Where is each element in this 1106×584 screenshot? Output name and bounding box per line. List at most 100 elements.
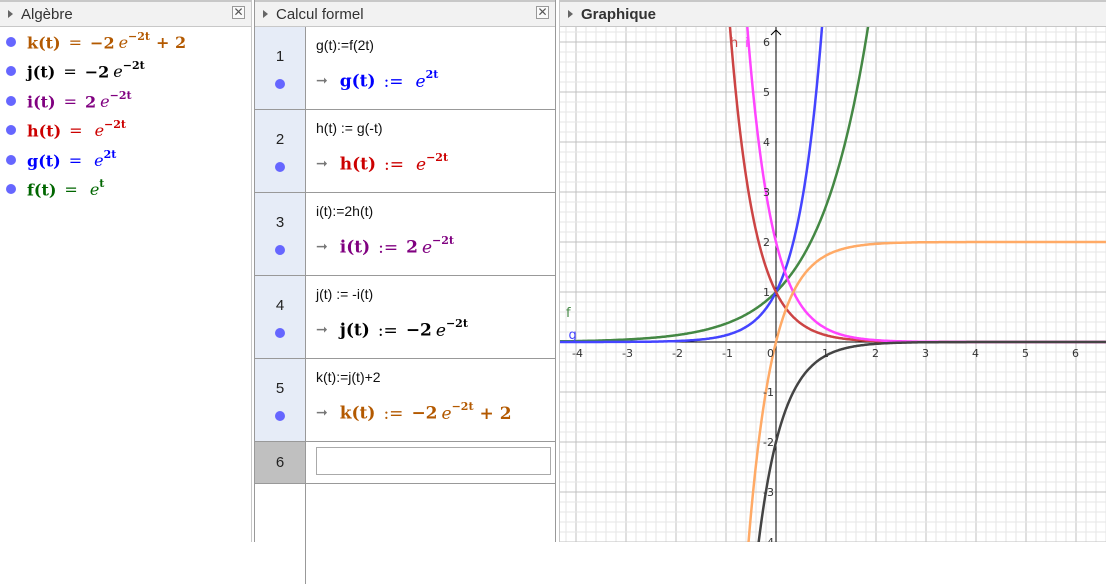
row-number-label: 5 xyxy=(275,379,285,397)
visibility-toggle-icon[interactable] xyxy=(275,244,285,255)
x-tick-label: 0 xyxy=(767,347,774,360)
operator: := xyxy=(384,154,405,175)
coefficient: 2 xyxy=(85,91,97,111)
row-number: 2 xyxy=(255,110,306,192)
arrow-icon: ➞ xyxy=(316,155,328,172)
exp-base: e xyxy=(441,403,452,424)
operator: := xyxy=(383,403,404,424)
row-number: 5 xyxy=(255,359,306,441)
arrow-icon: ➞ xyxy=(316,321,328,338)
operator: = xyxy=(63,91,78,111)
algebra-list: k(t) = −2 e−2t + 2 j(t) = −2 e−2t i(t) = 2 e−2t h(t) =… xyxy=(0,27,251,204)
collapse-triangle-icon[interactable] xyxy=(8,10,13,18)
curve-label-i: i xyxy=(745,36,749,51)
coefficient: −2 xyxy=(84,62,110,82)
cas-cell[interactable]: i(t):=2h(t) ➞ i(t):= 2 e−2t xyxy=(306,193,555,275)
algebra-panel: Algèbre ✕ k(t) = −2 e−2t + 2 j(t) = −2 e−2t i(t) =… xyxy=(0,0,252,542)
y-tick-label: -1 xyxy=(763,386,774,399)
cas-input[interactable]: h(t) := g(-t) xyxy=(316,120,383,136)
function-name: j(t) xyxy=(339,320,370,341)
visibility-toggle-icon[interactable] xyxy=(6,154,16,165)
cas-output: ➞ k(t):= −2 e−2t + 2 xyxy=(316,400,555,424)
y-tick-label: -4 xyxy=(763,536,774,542)
cas-panel: Calcul formel ✕ 1 g(t):=f(2t) ➞ g(t):= e2t 2… xyxy=(254,0,556,584)
coefficient: −2 xyxy=(405,320,432,341)
visibility-toggle-icon[interactable] xyxy=(275,78,285,89)
exponent: 2t xyxy=(425,68,439,81)
algebra-item[interactable]: k(t) = −2 e−2t + 2 xyxy=(0,27,251,57)
y-tick-label: 4 xyxy=(763,136,770,149)
exp-base: e xyxy=(118,32,129,52)
cas-cell[interactable]: h(t) := g(-t) ➞ h(t):= e−2t xyxy=(306,110,555,192)
exp-base: e xyxy=(435,320,446,341)
curve-f xyxy=(560,27,870,343)
cas-row[interactable]: 5 k(t):=j(t)+2 ➞ k(t):= −2 e−2t + 2 xyxy=(255,359,555,442)
y-tick-label: 3 xyxy=(763,186,770,199)
visibility-toggle-icon[interactable] xyxy=(6,36,16,47)
cas-row[interactable]: 2 h(t) := g(-t) ➞ h(t):= e−2t xyxy=(255,110,555,193)
exp-base: e xyxy=(100,91,110,111)
coefficient: 2 xyxy=(406,237,418,258)
x-tick-label: 6 xyxy=(1072,347,1079,360)
function-name: k(t) xyxy=(339,403,376,424)
cas-title: Calcul formel xyxy=(276,5,364,23)
collapse-triangle-icon[interactable] xyxy=(263,10,268,18)
exp-base: e xyxy=(415,71,426,92)
exponent: −2t xyxy=(432,234,454,247)
cas-input-field[interactable] xyxy=(316,447,551,475)
x-tick-label: 2 xyxy=(872,347,879,360)
algebra-item[interactable]: g(t) = e2t xyxy=(0,145,251,175)
graphics-header: Graphique xyxy=(560,0,1106,27)
cas-input[interactable]: i(t):=2h(t) xyxy=(316,203,374,219)
operator: = xyxy=(63,62,77,82)
visibility-toggle-icon[interactable] xyxy=(6,125,16,136)
algebra-header: Algèbre ✕ xyxy=(0,0,251,27)
cas-cell[interactable]: j(t) := -i(t) ➞ j(t):= −2 e−2t xyxy=(306,276,555,358)
graphics-title: Graphique xyxy=(581,5,657,23)
graph-svg[interactable]: -4 -3 -2 -1 0 1 2 3 4 5 6 -4 -3 -2 -1 1 2 3 4 5 6 fg hi xyxy=(560,27,1106,542)
cas-row[interactable]: 4 j(t) := -i(t) ➞ j(t):= −2 e−2t xyxy=(255,276,555,359)
algebra-item[interactable]: j(t) = −2 e−2t xyxy=(0,57,251,87)
visibility-toggle-icon[interactable] xyxy=(6,184,16,195)
visibility-toggle-icon[interactable] xyxy=(6,95,16,106)
exp-base: e xyxy=(421,237,433,258)
close-icon[interactable]: ✕ xyxy=(232,5,245,19)
arrow-icon: ➞ xyxy=(316,72,328,89)
y-tick-label: -2 xyxy=(763,436,774,449)
exponent: 2t xyxy=(103,147,117,161)
curve-label-g: g xyxy=(569,328,577,343)
cas-output: ➞ i(t):= 2 e−2t xyxy=(316,234,555,258)
algebra-item[interactable]: f(t) = et xyxy=(0,175,251,205)
formula: j(t) = −2 e−2t xyxy=(27,59,145,82)
exp-base: e xyxy=(416,154,427,175)
y-tick-label: 1 xyxy=(763,286,770,299)
cas-output: ➞ g(t):= e2t xyxy=(316,68,555,92)
visibility-toggle-icon[interactable] xyxy=(275,161,285,172)
visibility-toggle-icon[interactable] xyxy=(275,410,285,421)
algebra-item[interactable]: h(t) = e−2t xyxy=(0,116,251,146)
cas-cell[interactable]: g(t):=f(2t) ➞ g(t):= e2t xyxy=(306,27,555,109)
arrow-icon: ➞ xyxy=(316,404,328,421)
cas-cell[interactable]: k(t):=j(t)+2 ➞ k(t):= −2 e−2t + 2 xyxy=(306,359,555,441)
formula: k(t) = −2 e−2t + 2 xyxy=(27,30,186,52)
cas-row-empty[interactable]: 6 xyxy=(255,442,555,484)
cas-input[interactable]: g(t):=f(2t) xyxy=(316,37,374,53)
row-number-label: 6 xyxy=(275,454,285,471)
x-tick-label: 5 xyxy=(1022,347,1029,360)
visibility-toggle-icon[interactable] xyxy=(275,327,285,338)
cas-input[interactable]: j(t) := -i(t) xyxy=(316,286,374,302)
exp-base: e xyxy=(89,180,100,200)
cas-row[interactable]: 1 g(t):=f(2t) ➞ g(t):= e2t xyxy=(255,27,555,110)
operator: := xyxy=(383,71,404,92)
algebra-item[interactable]: i(t) = 2 e−2t xyxy=(0,86,251,116)
exponent: t xyxy=(99,177,105,191)
collapse-triangle-icon[interactable] xyxy=(568,10,573,18)
cas-row[interactable]: 3 i(t):=2h(t) ➞ i(t):= 2 e−2t xyxy=(255,193,555,276)
visibility-toggle-icon[interactable] xyxy=(6,66,16,77)
row-number-label: 4 xyxy=(275,296,285,314)
cas-input[interactable]: k(t):=j(t)+2 xyxy=(316,369,381,385)
close-icon[interactable]: ✕ xyxy=(536,5,549,19)
curve-label-h: h xyxy=(730,36,738,51)
curve-k xyxy=(747,240,1106,542)
function-name: f(t) xyxy=(27,180,57,200)
